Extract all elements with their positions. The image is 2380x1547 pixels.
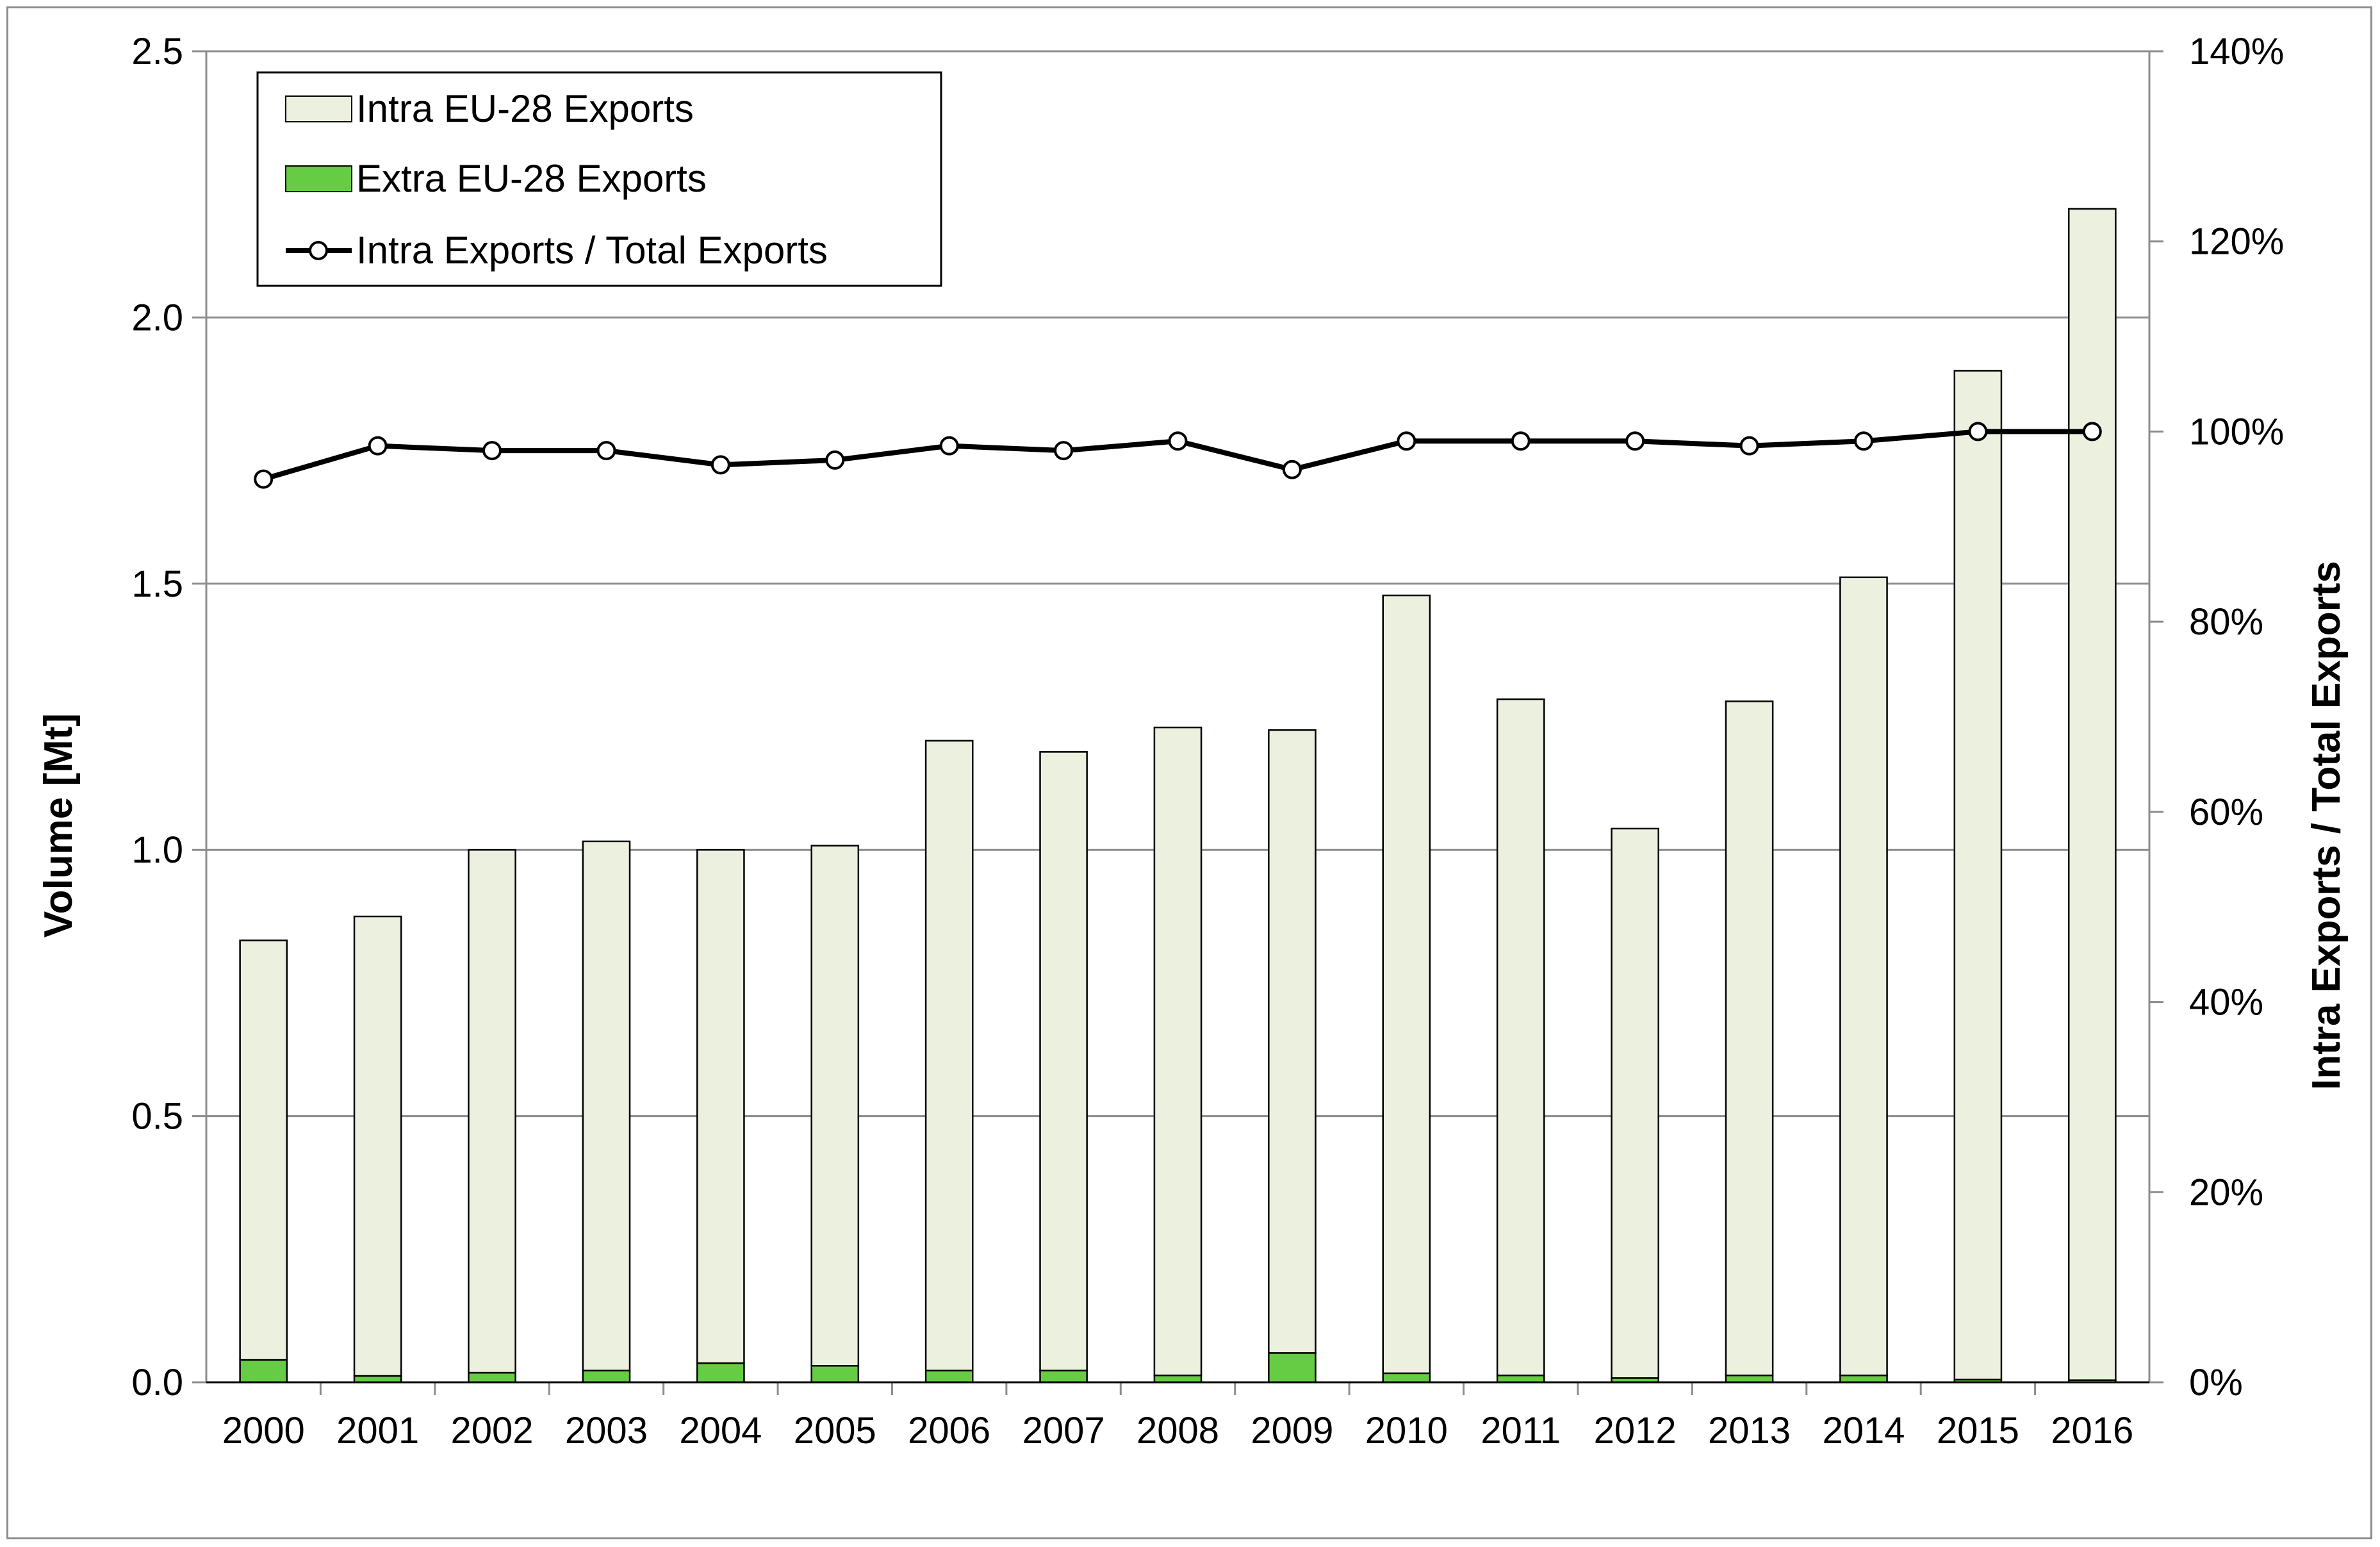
y2-tick-label: 80% [2189, 601, 2263, 643]
bar-intra-eu28 [1953, 370, 2003, 1381]
y-tick-label: 0.5 [131, 1096, 183, 1138]
x-tick-label: 2011 [1481, 1410, 1561, 1452]
axes [192, 50, 2163, 1395]
bar-extra-eu28 [1382, 1372, 1431, 1384]
bar-intra-eu28 [1725, 700, 1774, 1377]
bar-extra-eu28 [582, 1369, 631, 1384]
x-tick-label: 2002 [451, 1410, 534, 1452]
y-tick-label: 2.5 [131, 31, 183, 72]
bar-extra-eu28 [696, 1362, 745, 1384]
y-tick-label: 0.0 [131, 1362, 183, 1403]
bar-intra-eu28 [1496, 698, 1545, 1377]
bar-intra-eu28 [1268, 729, 1317, 1354]
bar-intra-eu28 [1039, 751, 1088, 1371]
bar-intra-eu28 [582, 840, 631, 1371]
ratio-point [1054, 441, 1074, 461]
bar-extra-eu28 [810, 1364, 860, 1384]
ratio-point [710, 455, 730, 475]
bar-extra-eu28 [1153, 1374, 1202, 1384]
bar-intra-eu28 [239, 939, 288, 1361]
y-tick-label: 1.0 [131, 829, 183, 871]
bar-intra-eu28 [353, 915, 402, 1377]
bar-extra-eu28 [1725, 1374, 1774, 1384]
legend: Intra EU-28 Exports Extra EU-28 Exports … [256, 71, 942, 287]
bar-extra-eu28 [1839, 1374, 1888, 1384]
x-tick-label: 2008 [1137, 1410, 1219, 1452]
bar-intra-eu28 [1839, 576, 1888, 1377]
ratio-point [1739, 436, 1759, 456]
bar-extra-eu28 [1039, 1369, 1088, 1384]
x-tick-label: 2013 [1708, 1410, 1791, 1452]
y2-tick-label: 120% [2189, 221, 2284, 263]
ratio-point [482, 441, 502, 461]
y2-axis-title: Intra Exports / Total Exports [2304, 561, 2349, 1090]
x-tick-label: 2010 [1365, 1410, 1448, 1452]
bar-layer [239, 208, 2117, 1384]
legend-label-intra: Intra EU-28 Exports [356, 87, 694, 130]
bar-intra-eu28 [1382, 594, 1431, 1375]
ratio-line-layer [254, 422, 2102, 489]
bar-intra-eu28 [1153, 726, 1202, 1377]
ratio-point [1168, 431, 1188, 451]
x-tick-label: 2014 [1822, 1410, 1905, 1452]
bar-extra-eu28 [239, 1359, 288, 1384]
ratio-point [1968, 422, 1988, 442]
bar-intra-eu28 [2067, 208, 2117, 1381]
y2-tick-label: 140% [2189, 31, 2284, 72]
ratio-point [596, 441, 616, 461]
ratio-point [368, 436, 388, 456]
bar-intra-eu28 [810, 845, 860, 1367]
legend-swatch-ratio-marker [309, 241, 328, 260]
bar-extra-eu28 [468, 1371, 516, 1384]
bar-intra-eu28 [1611, 827, 1659, 1379]
ratio-point [2082, 422, 2102, 442]
bar-extra-eu28 [1268, 1352, 1317, 1384]
ratio-point [1397, 431, 1416, 451]
y2-tick-label: 40% [2189, 982, 2263, 1023]
x-tick-label: 2016 [2051, 1410, 2133, 1452]
x-tick-label: 2007 [1022, 1410, 1105, 1452]
bar-extra-eu28 [1496, 1374, 1545, 1384]
ratio-point [1282, 459, 1302, 479]
x-tick-label: 2004 [679, 1410, 762, 1452]
x-tick-label: 2005 [794, 1410, 876, 1452]
bar-intra-eu28 [468, 848, 516, 1374]
legend-swatch-extra [285, 165, 352, 192]
x-tick-label: 2009 [1251, 1410, 1333, 1452]
y2-tick-label: 100% [2189, 411, 2284, 452]
bar-intra-eu28 [924, 740, 974, 1371]
ratio-point [1625, 431, 1645, 451]
y2-tick-label: 20% [2189, 1171, 2263, 1213]
bar-extra-eu28 [924, 1369, 974, 1384]
y-tick-label: 2.0 [131, 297, 183, 338]
ratio-point [1853, 431, 1873, 451]
y2-tick-label: 60% [2189, 791, 2263, 833]
ratio-point [254, 469, 274, 489]
legend-swatch-intra [285, 95, 352, 122]
x-tick-label: 2000 [222, 1410, 305, 1452]
x-tick-label: 2006 [908, 1410, 990, 1452]
x-tick-label: 2012 [1594, 1410, 1677, 1452]
legend-box [256, 71, 942, 287]
x-tick-label: 2015 [1937, 1410, 2019, 1452]
x-tick-label: 2001 [336, 1410, 419, 1452]
ratio-point [825, 450, 845, 470]
legend-label-ratio: Intra Exports / Total Exports [356, 229, 828, 272]
y-tick-label: 1.5 [131, 563, 183, 605]
y-axis-title: Volume [Mt] [37, 713, 81, 938]
y2-tick-label: 0% [2189, 1362, 2243, 1403]
legend-label-extra: Extra EU-28 Exports [356, 157, 707, 200]
x-tick-label: 2003 [565, 1410, 648, 1452]
tick-labels: 0.0 0.5 1.0 1.5 2.0 2.5 0% 20% 40% 60% 80% 100% 120%… [131, 31, 2284, 1452]
ratio-point [939, 436, 959, 456]
ratio-point [1511, 431, 1531, 451]
bar-intra-eu28 [696, 848, 745, 1364]
